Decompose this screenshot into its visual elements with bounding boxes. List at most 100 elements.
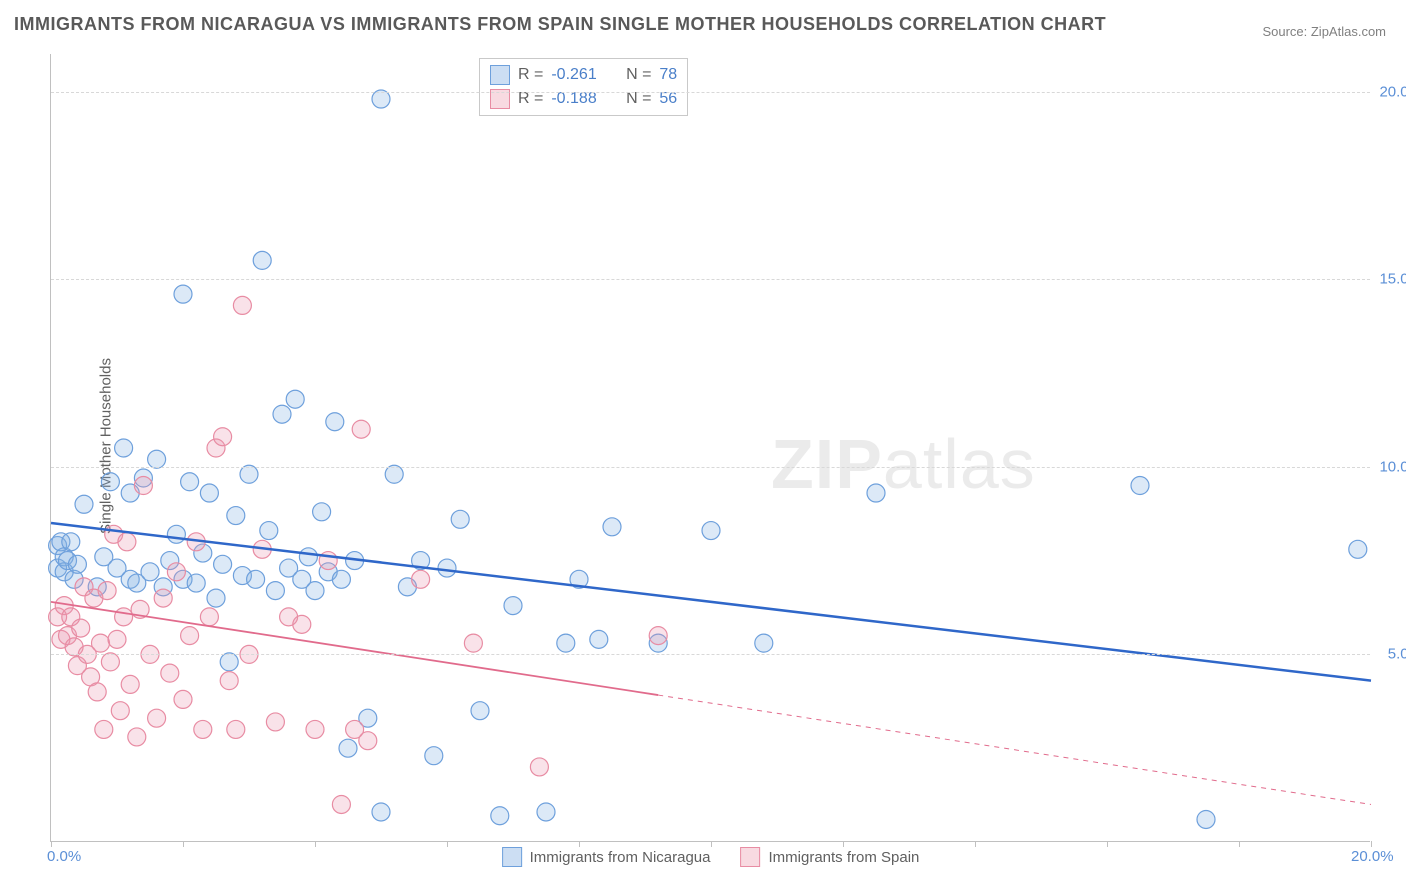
data-point (200, 608, 218, 626)
legend-item-spain: Immigrants from Spain (741, 847, 920, 867)
data-point (227, 720, 245, 738)
data-point (504, 597, 522, 615)
data-point (194, 720, 212, 738)
data-point (537, 803, 555, 821)
x-tick-mark (711, 841, 712, 847)
data-point (207, 589, 225, 607)
chart-title: IMMIGRANTS FROM NICARAGUA VS IMMIGRANTS … (14, 14, 1106, 35)
data-point (412, 570, 430, 588)
data-point (306, 720, 324, 738)
x-tick-mark (1239, 841, 1240, 847)
data-point (115, 608, 133, 626)
data-point (161, 664, 179, 682)
y-tick-label: 10.0% (1379, 458, 1406, 475)
data-point (266, 713, 284, 731)
y-tick-label: 15.0% (1379, 271, 1406, 288)
data-point (95, 720, 113, 738)
data-point (1131, 477, 1149, 495)
r-label: R = (518, 63, 543, 87)
data-point (491, 807, 509, 825)
data-point (128, 728, 146, 746)
data-point (101, 473, 119, 491)
chart-container: IMMIGRANTS FROM NICARAGUA VS IMMIGRANTS … (0, 0, 1406, 892)
data-point (141, 563, 159, 581)
data-point (451, 510, 469, 528)
data-point (108, 630, 126, 648)
data-point (134, 477, 152, 495)
n-label: N = (626, 63, 651, 87)
legend-swatch-blue (502, 847, 522, 867)
x-tick-mark (1371, 841, 1372, 847)
data-point (266, 582, 284, 600)
data-point (111, 702, 129, 720)
data-point (1197, 810, 1215, 828)
data-point (148, 450, 166, 468)
x-tick-mark (1107, 841, 1108, 847)
data-point (118, 533, 136, 551)
stats-legend: R = -0.261 N = 78R = -0.188 N = 56 (479, 58, 688, 116)
data-point (590, 630, 608, 648)
gridline (51, 467, 1370, 468)
series-legend: Immigrants from Nicaragua Immigrants fro… (502, 847, 920, 867)
data-point (220, 653, 238, 671)
data-point (220, 672, 238, 690)
data-point (240, 465, 258, 483)
data-point (530, 758, 548, 776)
data-point (306, 582, 324, 600)
data-point (167, 525, 185, 543)
data-point (181, 473, 199, 491)
data-point (174, 690, 192, 708)
data-point (62, 533, 80, 551)
trend-line-dashed (658, 695, 1371, 804)
data-point (75, 495, 93, 513)
data-point (247, 570, 265, 588)
data-point (293, 615, 311, 633)
data-point (227, 507, 245, 525)
data-point (115, 439, 133, 457)
x-tick-mark (579, 841, 580, 847)
x-tick-mark (183, 841, 184, 847)
stats-row: R = -0.261 N = 78 (490, 63, 677, 87)
data-point (352, 420, 370, 438)
data-point (200, 484, 218, 502)
data-point (326, 413, 344, 431)
data-point (438, 559, 456, 577)
legend-item-nicaragua: Immigrants from Nicaragua (502, 847, 711, 867)
n-value: 78 (659, 63, 677, 87)
data-point (339, 739, 357, 757)
data-point (273, 405, 291, 423)
data-point (1349, 540, 1367, 558)
data-point (385, 465, 403, 483)
data-point (214, 555, 232, 573)
data-point (359, 732, 377, 750)
y-tick-label: 20.0% (1379, 83, 1406, 100)
x-tick-mark (843, 841, 844, 847)
data-point (286, 390, 304, 408)
data-point (154, 589, 172, 607)
data-point (253, 251, 271, 269)
data-point (425, 747, 443, 765)
x-tick-mark (315, 841, 316, 847)
source-attribution: Source: ZipAtlas.com (1262, 24, 1386, 39)
legend-swatch-pink (741, 847, 761, 867)
plot-area: ZIPatlas R = -0.261 N = 78R = -0.188 N =… (50, 54, 1370, 842)
data-point (313, 503, 331, 521)
r-value: -0.261 (551, 63, 596, 87)
data-point (233, 296, 251, 314)
data-point (755, 634, 773, 652)
legend-label-nicaragua: Immigrants from Nicaragua (530, 849, 711, 866)
data-point (214, 428, 232, 446)
x-tick-mark (51, 841, 52, 847)
data-point (702, 522, 720, 540)
plot-svg (51, 54, 1370, 841)
data-point (649, 627, 667, 645)
data-point (68, 555, 86, 573)
legend-label-spain: Immigrants from Spain (769, 849, 920, 866)
gridline (51, 279, 1370, 280)
x-tick-label: 0.0% (47, 848, 81, 865)
data-point (332, 570, 350, 588)
gridline (51, 92, 1370, 93)
data-point (603, 518, 621, 536)
data-point (121, 675, 139, 693)
data-point (88, 683, 106, 701)
